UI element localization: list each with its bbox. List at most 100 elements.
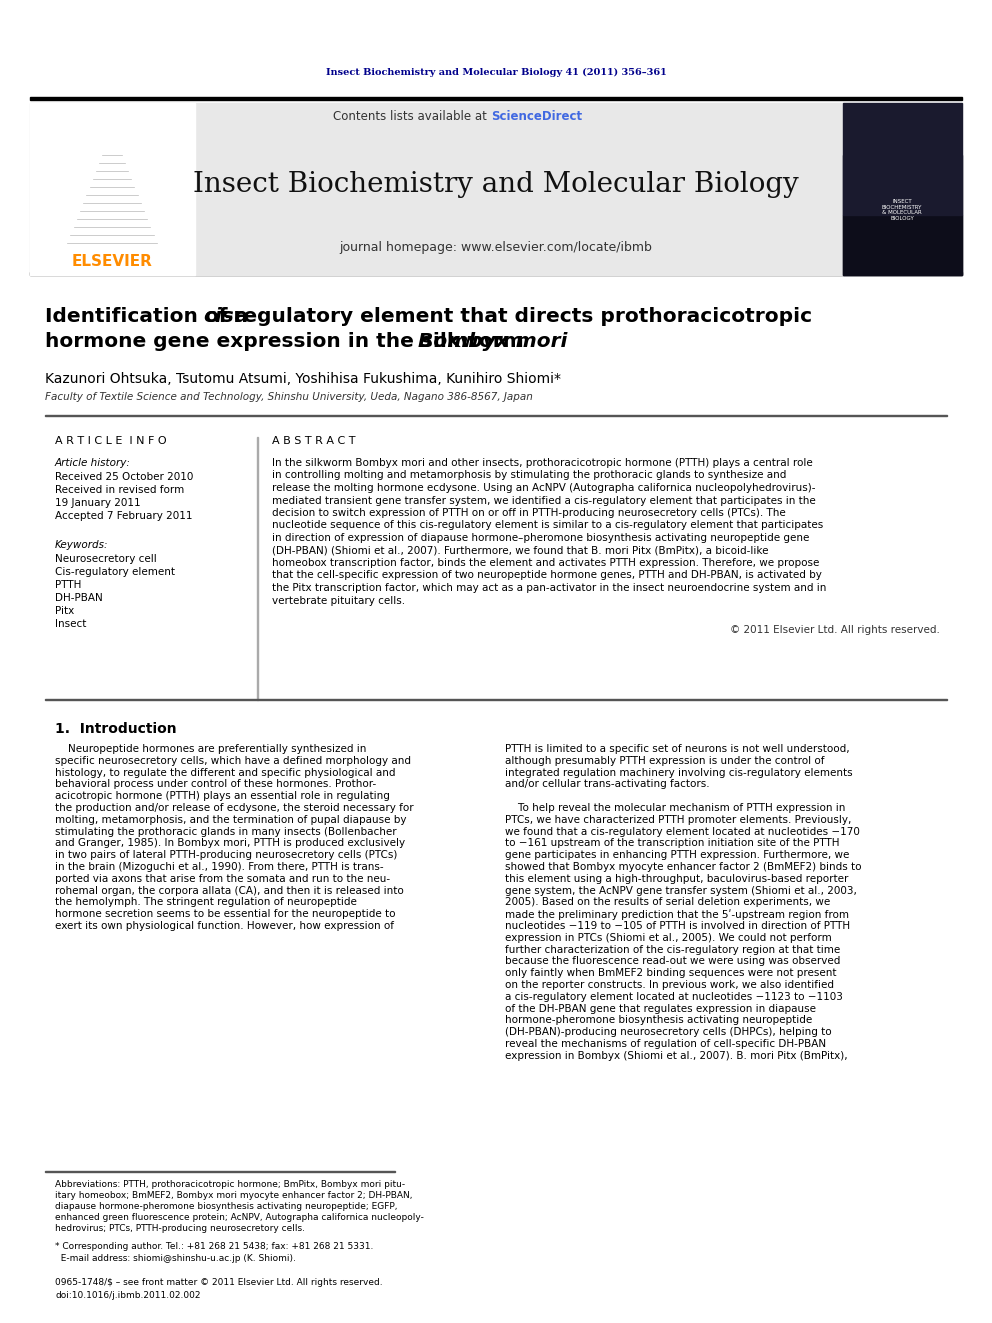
Text: of the DH-PBAN gene that regulates expression in diapause: of the DH-PBAN gene that regulates expre… — [505, 1004, 816, 1013]
Bar — [30, 103, 962, 275]
Text: behavioral process under control of these hormones. Prothor-: behavioral process under control of thes… — [55, 779, 376, 790]
Text: ported via axons that arise from the somata and run to the neu-: ported via axons that arise from the som… — [55, 873, 390, 884]
Text: Identification of a: Identification of a — [45, 307, 255, 325]
Text: and/or cellular trans-activating factors.: and/or cellular trans-activating factors… — [505, 779, 709, 790]
Text: diapause hormone-pheromone biosynthesis activating neuropeptide; EGFP,: diapause hormone-pheromone biosynthesis … — [55, 1203, 398, 1211]
Text: showed that Bombyx myocyte enhancer factor 2 (BmMEF2) binds to: showed that Bombyx myocyte enhancer fact… — [505, 863, 861, 872]
Text: doi:10.1016/j.ibmb.2011.02.002: doi:10.1016/j.ibmb.2011.02.002 — [55, 1291, 200, 1301]
Text: integrated regulation machinery involving cis-regulatory elements: integrated regulation machinery involvin… — [505, 767, 853, 778]
Text: 1.  Introduction: 1. Introduction — [55, 722, 177, 736]
Text: the production and/or release of ecdysone, the steroid necessary for: the production and/or release of ecdyson… — [55, 803, 414, 814]
Text: release the molting hormone ecdysone. Using an AcNPV (Autographa californica nuc: release the molting hormone ecdysone. Us… — [272, 483, 815, 493]
Text: Bombyx mori: Bombyx mori — [418, 332, 567, 351]
Text: (DH-PBAN)-producing neurosecretory cells (DHPCs), helping to: (DH-PBAN)-producing neurosecretory cells… — [505, 1027, 831, 1037]
Text: A R T I C L E  I N F O: A R T I C L E I N F O — [55, 437, 167, 446]
Text: homeobox transcription factor, binds the element and activates PTTH expression. : homeobox transcription factor, binds the… — [272, 558, 819, 568]
Text: that the cell-specific expression of two neuropeptide hormone genes, PTTH and DH: that the cell-specific expression of two… — [272, 570, 822, 581]
Text: Abbreviations: PTTH, prothoracicotropic hormone; BmPitx, Bombyx mori pitu-: Abbreviations: PTTH, prothoracicotropic … — [55, 1180, 405, 1189]
Text: Insect Biochemistry and Molecular Biology: Insect Biochemistry and Molecular Biolog… — [193, 172, 799, 198]
Text: To help reveal the molecular mechanism of PTTH expression in: To help reveal the molecular mechanism o… — [505, 803, 845, 814]
Text: and Granger, 1985). In Bombyx mori, PTTH is produced exclusively: and Granger, 1985). In Bombyx mori, PTTH… — [55, 839, 405, 848]
Text: reveal the mechanisms of regulation of cell-specific DH-PBAN: reveal the mechanisms of regulation of c… — [505, 1039, 826, 1049]
Text: stimulating the prothoracic glands in many insects (Bollenbacher: stimulating the prothoracic glands in ma… — [55, 827, 397, 836]
Text: itary homeobox; BmMEF2, Bombyx mori myocyte enhancer factor 2; DH-PBAN,: itary homeobox; BmMEF2, Bombyx mori myoc… — [55, 1191, 413, 1200]
Text: Received 25 October 2010: Received 25 October 2010 — [55, 472, 193, 482]
Text: exert its own physiological function. However, how expression of: exert its own physiological function. Ho… — [55, 921, 394, 931]
Text: the hemolymph. The stringent regulation of neuropeptide: the hemolymph. The stringent regulation … — [55, 897, 357, 908]
Text: further characterization of the cis-regulatory region at that time: further characterization of the cis-regu… — [505, 945, 840, 955]
Text: enhanced green fluorescence protein; AcNPV, Autographa californica nucleopoly-: enhanced green fluorescence protein; AcN… — [55, 1213, 424, 1222]
Text: Cis-regulatory element: Cis-regulatory element — [55, 568, 175, 577]
Text: vertebrate pituitary cells.: vertebrate pituitary cells. — [272, 595, 405, 606]
Text: in controlling molting and metamorphosis by stimulating the prothoracic glands t: in controlling molting and metamorphosis… — [272, 471, 787, 480]
Text: Pitx: Pitx — [55, 606, 74, 617]
Text: hormone secretion seems to be essential for the neuropeptide to: hormone secretion seems to be essential … — [55, 909, 396, 919]
Text: Insect: Insect — [55, 619, 86, 628]
Text: PTTH is limited to a specific set of neurons is not well understood,: PTTH is limited to a specific set of neu… — [505, 744, 849, 754]
Text: in the brain (Mizoguchi et al., 1990). From there, PTTH is trans-: in the brain (Mizoguchi et al., 1990). F… — [55, 863, 384, 872]
Text: to −161 upstream of the transcription initiation site of the PTTH: to −161 upstream of the transcription in… — [505, 839, 839, 848]
Text: decision to switch expression of PTTH on or off in PTTH-producing neurosecretory: decision to switch expression of PTTH on… — [272, 508, 786, 519]
Text: gene participates in enhancing PTTH expression. Furthermore, we: gene participates in enhancing PTTH expr… — [505, 851, 849, 860]
Text: rohemal organ, the corpora allata (CA), and then it is released into: rohemal organ, the corpora allata (CA), … — [55, 885, 404, 896]
Text: Faculty of Textile Science and Technology, Shinshu University, Ueda, Nagano 386-: Faculty of Textile Science and Technolog… — [45, 392, 533, 402]
Text: made the preliminary prediction that the 5ʹ-upstream region from: made the preliminary prediction that the… — [505, 909, 849, 919]
Text: Keywords:: Keywords: — [55, 540, 108, 550]
Text: Neuropeptide hormones are preferentially synthesized in: Neuropeptide hormones are preferentially… — [55, 744, 366, 754]
Text: on the reporter constructs. In previous work, we also identified: on the reporter constructs. In previous … — [505, 980, 834, 990]
Text: specific neurosecretory cells, which have a defined morphology and: specific neurosecretory cells, which hav… — [55, 755, 411, 766]
Text: journal homepage: www.elsevier.com/locate/ibmb: journal homepage: www.elsevier.com/locat… — [339, 241, 653, 254]
Text: gene system, the AcNPV gene transfer system (Shiomi et al., 2003,: gene system, the AcNPV gene transfer sys… — [505, 885, 857, 896]
Text: Contents lists available at: Contents lists available at — [333, 110, 491, 123]
Text: molting, metamorphosis, and the termination of pupal diapause by: molting, metamorphosis, and the terminat… — [55, 815, 407, 824]
Text: expression in Bombyx (Shiomi et al., 2007). B. mori Pitx (BmPitx),: expression in Bombyx (Shiomi et al., 200… — [505, 1050, 847, 1061]
Text: DH-PBAN: DH-PBAN — [55, 593, 103, 603]
Text: only faintly when BmMEF2 binding sequences were not present: only faintly when BmMEF2 binding sequenc… — [505, 968, 836, 978]
Bar — [843, 155, 962, 216]
Text: hormone-pheromone biosynthesis activating neuropeptide: hormone-pheromone biosynthesis activatin… — [505, 1015, 812, 1025]
Text: because the fluorescence read-out we were using was observed: because the fluorescence read-out we wer… — [505, 957, 840, 966]
Bar — [843, 103, 962, 275]
Text: Article history:: Article history: — [55, 458, 131, 468]
Text: although presumably PTTH expression is under the control of: although presumably PTTH expression is u… — [505, 755, 824, 766]
Text: Received in revised form: Received in revised form — [55, 486, 185, 495]
Text: Insect Biochemistry and Molecular Biology 41 (2011) 356–361: Insect Biochemistry and Molecular Biolog… — [325, 67, 667, 77]
Text: (DH-PBAN) (Shiomi et al., 2007). Furthermore, we found that B. mori Pitx (BmPitx: (DH-PBAN) (Shiomi et al., 2007). Further… — [272, 545, 769, 556]
Text: a cis-regulatory element located at nucleotides −1123 to −1103: a cis-regulatory element located at nucl… — [505, 992, 843, 1002]
Text: Accepted 7 February 2011: Accepted 7 February 2011 — [55, 511, 192, 521]
Text: mediated transient gene transfer system, we identified a cis-regulatory element : mediated transient gene transfer system,… — [272, 496, 815, 505]
Text: Kazunori Ohtsuka, Tsutomu Atsumi, Yoshihisa Fukushima, Kunihiro Shiomi*: Kazunori Ohtsuka, Tsutomu Atsumi, Yoshih… — [45, 372, 561, 386]
Text: 2005). Based on the results of serial deletion experiments, we: 2005). Based on the results of serial de… — [505, 897, 830, 908]
Text: in two pairs of lateral PTTH-producing neurosecretory cells (PTCs): in two pairs of lateral PTTH-producing n… — [55, 851, 398, 860]
Text: © 2011 Elsevier Ltd. All rights reserved.: © 2011 Elsevier Ltd. All rights reserved… — [730, 624, 940, 635]
Bar — [843, 216, 962, 275]
Text: expression in PTCs (Shiomi et al., 2005). We could not perform: expression in PTCs (Shiomi et al., 2005)… — [505, 933, 831, 943]
Text: the Pitx transcription factor, which may act as a pan-activator in the insect ne: the Pitx transcription factor, which may… — [272, 583, 826, 593]
Text: this element using a high-throughput, baculovirus-based reporter: this element using a high-throughput, ba… — [505, 873, 848, 884]
Text: PTCs, we have characterized PTTH promoter elements. Previously,: PTCs, we have characterized PTTH promote… — [505, 815, 851, 824]
Text: INSECT
BIOCHEMISTRY
& MOLECULAR
BIOLOGY: INSECT BIOCHEMISTRY & MOLECULAR BIOLOGY — [882, 198, 923, 221]
Text: ELSEVIER: ELSEVIER — [71, 254, 153, 269]
Text: acicotropic hormone (PTTH) plays an essential role in regulating: acicotropic hormone (PTTH) plays an esse… — [55, 791, 390, 802]
Bar — [30, 273, 962, 275]
Text: nucleotide sequence of this cis-regulatory element is similar to a cis-regulator: nucleotide sequence of this cis-regulato… — [272, 520, 823, 531]
Text: histology, to regulate the different and specific physiological and: histology, to regulate the different and… — [55, 767, 396, 778]
Text: Neurosecretory cell: Neurosecretory cell — [55, 554, 157, 564]
Text: cis: cis — [203, 307, 234, 325]
Text: hedrovirus; PTCs, PTTH-producing neurosecretory cells.: hedrovirus; PTCs, PTTH-producing neurose… — [55, 1224, 305, 1233]
Text: we found that a cis-regulatory element located at nucleotides −170: we found that a cis-regulatory element l… — [505, 827, 860, 836]
Bar — [30, 97, 962, 101]
Text: in direction of expression of diapause hormone–pheromone biosynthesis activating: in direction of expression of diapause h… — [272, 533, 809, 542]
Text: ScienceDirect: ScienceDirect — [491, 110, 582, 123]
Text: * Corresponding author. Tel.: +81 268 21 5438; fax: +81 268 21 5331.: * Corresponding author. Tel.: +81 268 21… — [55, 1242, 373, 1252]
Text: A B S T R A C T: A B S T R A C T — [272, 437, 355, 446]
Text: hormone gene expression in the silkworm: hormone gene expression in the silkworm — [45, 332, 531, 351]
Text: In the silkworm Bombyx mori and other insects, prothoracicotropic hormone (PTTH): In the silkworm Bombyx mori and other in… — [272, 458, 812, 468]
Text: E-mail address: shiomi@shinshu-u.ac.jp (K. Shiomi).: E-mail address: shiomi@shinshu-u.ac.jp (… — [55, 1254, 296, 1263]
Text: nucleotides −119 to −105 of PTTH is involved in direction of PTTH: nucleotides −119 to −105 of PTTH is invo… — [505, 921, 850, 931]
Text: 19 January 2011: 19 January 2011 — [55, 497, 141, 508]
Text: -regulatory element that directs prothoracicotropic: -regulatory element that directs prothor… — [225, 307, 812, 325]
Text: 0965-1748/$ – see front matter © 2011 Elsevier Ltd. All rights reserved.: 0965-1748/$ – see front matter © 2011 El… — [55, 1278, 383, 1287]
Bar — [30, 103, 195, 275]
Text: PTTH: PTTH — [55, 579, 81, 590]
